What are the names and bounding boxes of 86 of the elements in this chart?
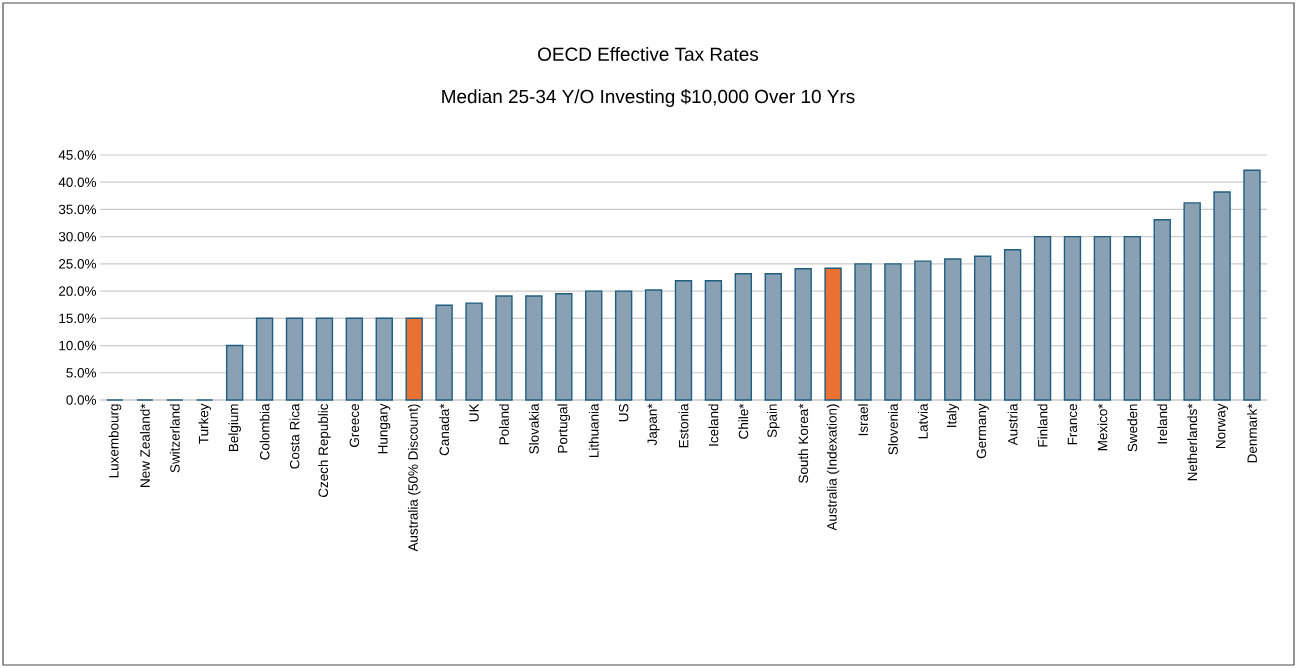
bar	[674, 280, 693, 401]
bar	[495, 295, 513, 401]
x-tick-label: Slovenia	[888, 403, 898, 455]
x-tick-label: Switzerland	[169, 404, 180, 473]
bar	[734, 272, 753, 401]
x-tick-label: Lithuania	[588, 403, 599, 457]
x-tick-label: Portugal	[557, 404, 571, 453]
bar	[614, 290, 633, 401]
bar	[285, 317, 304, 401]
y-tick-label: 45.0%	[58, 150, 97, 160]
x-tick-label: Australia (50% Discount)	[407, 404, 421, 552]
x-tick-label: Netherlands*	[1187, 403, 1198, 481]
x-tick-label: Mexico*	[1097, 403, 1108, 451]
bar	[794, 268, 812, 401]
x-tick-label: UK	[469, 403, 479, 422]
x-tick-label: Iceland	[708, 404, 719, 446]
x-tick-label: Greece	[349, 404, 360, 447]
y-tick-label: 25.0%	[59, 259, 97, 269]
x-tick-label: Colombia	[259, 403, 270, 460]
bar	[1003, 249, 1022, 401]
x-tick-label: Turkey	[198, 403, 212, 444]
bar	[884, 263, 902, 401]
bar	[315, 317, 334, 401]
bar	[255, 317, 274, 401]
bar	[824, 267, 842, 401]
bar	[1243, 169, 1261, 401]
bar	[345, 317, 364, 401]
bar	[914, 260, 932, 401]
x-tick-label: Germany	[976, 403, 989, 459]
bar	[405, 317, 423, 401]
bar	[225, 344, 244, 401]
bar	[465, 302, 483, 401]
x-tick-label: Costa Rica	[289, 403, 300, 469]
x-tick-label: Chile*	[738, 403, 749, 439]
bar	[1183, 202, 1201, 401]
bar	[854, 263, 872, 401]
x-tick-label: Italy	[946, 403, 960, 427]
bar	[1153, 219, 1171, 401]
chart-title: OECD Effective Tax Rates	[538, 47, 759, 61]
chart-subtitle: Median 25-34 Y/O Investing $10,000 Over 10 Yrs	[442, 89, 855, 107]
x-tick-label: Ireland	[1157, 404, 1168, 444]
y-tick-label: 0.0%	[66, 395, 97, 405]
bar	[974, 255, 992, 401]
x-tick-label: South Korea*	[798, 403, 809, 483]
x-tick-label: Norway	[1216, 403, 1229, 448]
x-tick-label: Latvia	[917, 403, 928, 439]
x-tick-label: Luxembourg	[108, 404, 122, 478]
bar	[1093, 235, 1112, 401]
x-tick-label: Spain	[766, 404, 780, 438]
y-tick-label: 15.0%	[59, 313, 97, 324]
bar	[435, 304, 453, 401]
x-tick-label: Sweden	[1127, 404, 1138, 452]
bar	[644, 289, 663, 401]
bar	[555, 293, 573, 401]
bar	[1063, 235, 1082, 401]
y-tick-label: 20.0%	[59, 286, 97, 296]
y-tick-label: 35.0%	[58, 204, 97, 215]
y-tick-label: 30.0%	[58, 231, 97, 242]
x-tick-label: Australia (Indexation)	[826, 404, 840, 531]
x-tick-label: Estonia	[678, 403, 689, 448]
bar	[1213, 191, 1231, 401]
x-tick-label: Canada*	[439, 403, 450, 456]
x-tick-label: Slovakia	[528, 403, 539, 454]
x-tick-label: Finland	[1037, 404, 1048, 447]
bar	[764, 272, 782, 401]
bar	[585, 290, 603, 401]
bar	[375, 317, 393, 401]
x-tick-label: Poland	[499, 404, 509, 445]
x-tick-label: Czech Republic	[318, 403, 331, 498]
y-tick-label: 5.0%	[66, 368, 97, 378]
bar	[525, 295, 543, 401]
x-tick-label: Belgium	[228, 404, 241, 451]
x-tick-label: Denmark*	[1247, 403, 1257, 463]
x-tick-label: Hungary	[378, 403, 391, 454]
x-tick-label: New Zealand*	[139, 403, 150, 487]
x-tick-label: Israel	[858, 404, 868, 436]
x-tick-label: US	[618, 404, 629, 422]
x-tick-label: Austria	[1007, 403, 1018, 446]
bar	[1123, 235, 1142, 401]
x-tick-label: France	[1067, 404, 1078, 445]
bar	[1033, 235, 1052, 401]
bar	[944, 258, 962, 401]
bar	[704, 280, 723, 401]
y-tick-label: 10.0%	[59, 340, 97, 351]
x-tick-label: Japan*	[647, 403, 660, 446]
y-tick-label: 40.0%	[58, 177, 97, 187]
